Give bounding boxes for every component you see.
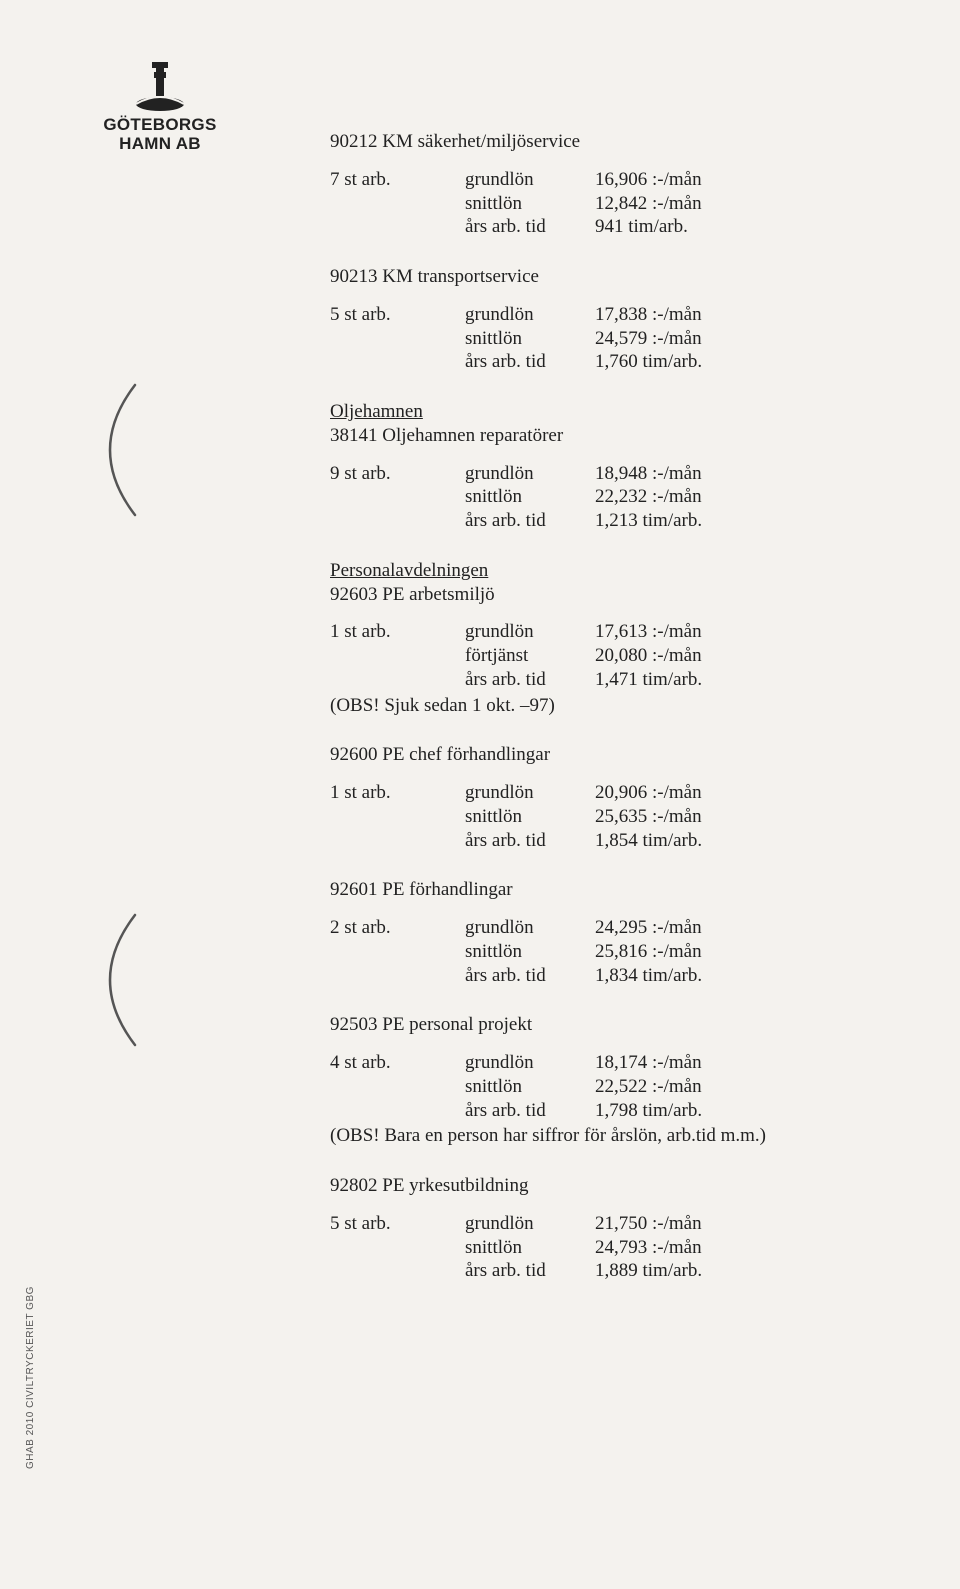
company-logo-block: GÖTEBORGS HAMN AB bbox=[90, 60, 230, 153]
document-page: GÖTEBORGS HAMN AB 90212 KM säkerhet/milj… bbox=[0, 0, 960, 1589]
metric-value: 1,798 tim/arb. bbox=[595, 1099, 890, 1123]
count-label: 5 st arb. bbox=[330, 1212, 465, 1236]
metric-value: 24,793 :-/mån bbox=[595, 1236, 890, 1260]
metric-label: snittlön bbox=[465, 485, 595, 509]
metric-label: snittlön bbox=[465, 940, 595, 964]
metric-value: 1,834 tim/arb. bbox=[595, 964, 890, 988]
metric-value: 20,906 :-/mån bbox=[595, 781, 890, 805]
section-note: (OBS! Sjuk sedan 1 okt. –97) bbox=[330, 694, 890, 718]
section-heading: 92601 PE förhandlingar bbox=[330, 878, 890, 902]
metric-label: grundlön bbox=[465, 168, 595, 192]
section-heading: 92600 PE chef förhandlingar bbox=[330, 743, 890, 767]
group-title: Oljehamnen bbox=[330, 400, 890, 424]
metric-label: grundlön bbox=[465, 1212, 595, 1236]
metric-label: snittlön bbox=[465, 805, 595, 829]
metric-label: grundlön bbox=[465, 462, 595, 486]
metric-label: snittlön bbox=[465, 192, 595, 216]
metric-value: 24,579 :-/mån bbox=[595, 327, 890, 351]
group-title: Personalavdelningen bbox=[330, 559, 890, 583]
section-block: 90212 KM säkerhet/miljöservice 7 st arb.… bbox=[330, 130, 890, 239]
metric-value: 21,750 :-/mån bbox=[595, 1212, 890, 1236]
section-block: 90213 KM transportservice 5 st arb.grund… bbox=[330, 265, 890, 374]
count-label: 2 st arb. bbox=[330, 916, 465, 940]
metric-label: förtjänst bbox=[465, 644, 595, 668]
margin-arc-mark bbox=[80, 380, 150, 520]
section-block: 92601 PE förhandlingar 2 st arb.grundlön… bbox=[330, 878, 890, 987]
section-note: (OBS! Bara en person har siffror för års… bbox=[330, 1124, 890, 1148]
metric-value: 20,080 :-/mån bbox=[595, 644, 890, 668]
metric-label: grundlön bbox=[465, 303, 595, 327]
metric-value: 1,854 tim/arb. bbox=[595, 829, 890, 853]
metric-value: 1,760 tim/arb. bbox=[595, 350, 890, 374]
port-logo-icon bbox=[132, 60, 188, 112]
count-label: 9 st arb. bbox=[330, 462, 465, 486]
count-label: 5 st arb. bbox=[330, 303, 465, 327]
metric-value: 12,842 :-/mån bbox=[595, 192, 890, 216]
metric-value: 1,213 tim/arb. bbox=[595, 509, 890, 533]
metric-label: grundlön bbox=[465, 781, 595, 805]
section-block: Personalavdelningen 92603 PE arbetsmiljö… bbox=[330, 559, 890, 718]
section-heading: 38141 Oljehamnen reparatörer bbox=[330, 424, 890, 448]
section-heading: 92503 PE personal projekt bbox=[330, 1013, 890, 1037]
section-block: Oljehamnen 38141 Oljehamnen reparatörer … bbox=[330, 400, 890, 533]
metric-label: års arb. tid bbox=[465, 1099, 595, 1123]
section-heading: 90212 KM säkerhet/miljöservice bbox=[330, 130, 890, 154]
metric-value: 22,522 :-/mån bbox=[595, 1075, 890, 1099]
count-label: 1 st arb. bbox=[330, 620, 465, 644]
metric-label: grundlön bbox=[465, 916, 595, 940]
section-heading: 90213 KM transportservice bbox=[330, 265, 890, 289]
section-block: 92802 PE yrkesutbildning 5 st arb.grundl… bbox=[330, 1174, 890, 1283]
count-label: 7 st arb. bbox=[330, 168, 465, 192]
metric-value: 16,906 :-/mån bbox=[595, 168, 890, 192]
metric-value: 25,816 :-/mån bbox=[595, 940, 890, 964]
metric-label: års arb. tid bbox=[465, 350, 595, 374]
metric-value: 1,889 tim/arb. bbox=[595, 1259, 890, 1283]
margin-arc-mark bbox=[80, 910, 150, 1050]
section-heading: 92603 PE arbetsmiljö bbox=[330, 583, 890, 607]
metric-value: 24,295 :-/mån bbox=[595, 916, 890, 940]
section-block: 92600 PE chef förhandlingar 1 st arb.gru… bbox=[330, 743, 890, 852]
section-heading: 92802 PE yrkesutbildning bbox=[330, 1174, 890, 1198]
count-label: 1 st arb. bbox=[330, 781, 465, 805]
company-name-line1: GÖTEBORGS bbox=[90, 116, 230, 135]
metric-value: 1,471 tim/arb. bbox=[595, 668, 890, 692]
count-label: 4 st arb. bbox=[330, 1051, 465, 1075]
metric-value: 25,635 :-/mån bbox=[595, 805, 890, 829]
metric-value: 18,948 :-/mån bbox=[595, 462, 890, 486]
section-block: 92503 PE personal projekt 4 st arb.grund… bbox=[330, 1013, 890, 1148]
metric-label: snittlön bbox=[465, 1236, 595, 1260]
metric-label: snittlön bbox=[465, 327, 595, 351]
metric-label: grundlön bbox=[465, 1051, 595, 1075]
metric-label: års arb. tid bbox=[465, 215, 595, 239]
metric-label: års arb. tid bbox=[465, 1259, 595, 1283]
metric-value: 22,232 :-/mån bbox=[595, 485, 890, 509]
metric-value: 17,613 :-/mån bbox=[595, 620, 890, 644]
metric-label: års arb. tid bbox=[465, 509, 595, 533]
metric-label: års arb. tid bbox=[465, 668, 595, 692]
metric-label: års arb. tid bbox=[465, 829, 595, 853]
document-body: 90212 KM säkerhet/miljöservice 7 st arb.… bbox=[330, 130, 890, 1283]
metric-value: 17,838 :-/mån bbox=[595, 303, 890, 327]
print-code: GHAB 2010 CIVILTRYCKERIET GBG bbox=[25, 1286, 36, 1469]
metric-value: 941 tim/arb. bbox=[595, 215, 890, 239]
company-name-line2: HAMN AB bbox=[90, 135, 230, 154]
metric-value: 18,174 :-/mån bbox=[595, 1051, 890, 1075]
metric-label: grundlön bbox=[465, 620, 595, 644]
metric-label: snittlön bbox=[465, 1075, 595, 1099]
metric-label: års arb. tid bbox=[465, 964, 595, 988]
